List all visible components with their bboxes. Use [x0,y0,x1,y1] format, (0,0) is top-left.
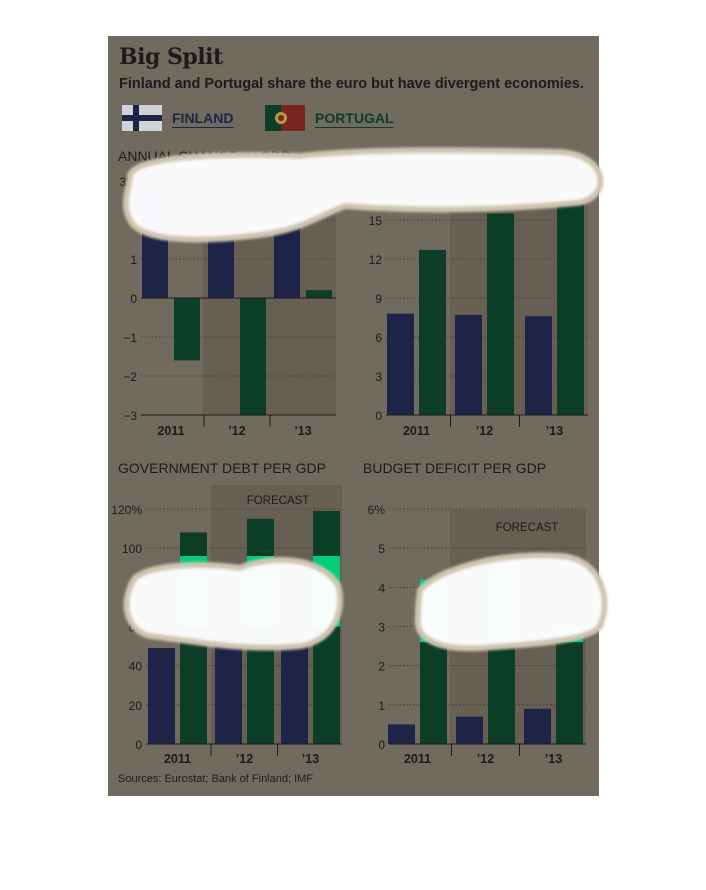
chart-2-bar-finland-1 [387,313,414,415]
chart-2-xtick-label: ’12 [476,424,493,438]
chart-2-ytick-label: 3 [375,370,382,384]
chart-2-ytick-label: 15 [369,214,383,228]
highlight-scribble-bottom-left [123,557,344,651]
chart-1-ytick-label: −2 [123,370,137,384]
chart-4-xtick-label: ’13 [545,752,562,766]
chart-3-ytick-label: 20 [129,699,143,713]
chart-3-bar-finland-1 [148,648,175,744]
portugal-flag-icon [265,105,305,131]
chart-4-bar-finland-1 [388,724,415,744]
chart-1-xtick-label: ’12 [228,424,245,438]
chart-4-title: BUDGET DEFICIT PER GDP [363,460,546,476]
chart-1-ytick-label: −3 [123,409,137,423]
chart-1-ytick-label: −1 [123,331,137,345]
highlight-scribble-top [122,147,604,243]
chart-2-bar-finland-3 [525,316,552,415]
chart-3-ytick-label: 40 [129,660,143,674]
chart-1-xtick-label: ’13 [294,424,311,438]
sources-note: Sources: Eurostat; Bank of Finland; IMF [118,773,314,785]
chart-4-ytick-label: 1 [378,699,385,713]
chart-4-xtick-label: 2011 [404,752,431,766]
chart-2-bar-portugal-1 [419,249,446,415]
chart-4-forecast-label: FORECAST [496,522,559,534]
chart-2-xtick-label: ’13 [546,424,563,438]
chart-3-title: GOVERNMENT DEBT PER GDP [118,460,326,476]
legend-item-finland: FINLAND [122,104,233,132]
chart-1-bar-portugal-2 [240,298,266,415]
highlight-scribble-bottom-right [414,552,608,652]
chart-subtitle: Finland and Portugal share the euro but … [119,76,584,92]
chart-4-bar-finland-3 [524,708,551,744]
chart-4-ytick-label: 2 [378,660,385,674]
chart-3-xtick-label: ’12 [236,752,253,766]
chart-1-bar-finland-3 [274,227,300,298]
chart-4-ytick-label: 3 [378,621,385,635]
chart-4-bar-finland-2 [456,716,483,744]
chart-title: Big Split [119,44,223,70]
chart-2-ytick-label: 6 [375,331,382,345]
chart-1-ytick-label: 0 [130,292,137,306]
chart-2-bar-finland-2 [455,314,482,415]
chart-3-xtick-label: 2011 [164,752,191,766]
chart-4-ytick-label: 0 [378,738,385,752]
chart-3-forecast-label: FORECAST [247,495,310,507]
chart-3-ytick-label: 0 [135,738,142,752]
chart-4-ytick-label: 6% [368,503,386,517]
chart-1-xtick-label: 2011 [157,424,184,438]
chart-2-ytick-label: 0 [375,409,382,423]
chart-4-ytick-label: 5 [378,542,385,556]
chart-2-ytick-label: 12 [369,253,383,267]
chart-1-bar-portugal-3 [306,290,332,298]
chart-1-ytick-label: 1 [130,253,137,267]
legend-label-portugal: PORTUGAL [315,110,394,126]
chart-3-bar-finland-2 [215,640,242,744]
chart-1-bar-portugal-1 [174,298,200,361]
legend-item-portugal: PORTUGAL [265,104,394,132]
chart-3-bar-finland-3 [281,638,308,744]
chart-1-bar-finland-2 [208,239,234,298]
chart-2-bar-portugal-3 [557,204,584,415]
chart-3-xtick-label: ’13 [302,752,319,766]
finland-flag-icon [122,105,162,131]
chart-4-bar-portugal-3 [556,626,583,744]
chart-3-ytick-label: 120% [111,503,142,517]
chart-2-xtick-label: 2011 [403,424,430,438]
chart-4-xtick-label: ’12 [477,752,494,766]
chart-4-ytick-label: 4 [378,581,385,595]
chart-2-bar-portugal-2 [487,213,514,415]
legend-label-finland: FINLAND [172,110,234,126]
chart-2-ytick-label: 9 [375,292,382,306]
chart-3-ytick-label: 100 [122,542,142,556]
